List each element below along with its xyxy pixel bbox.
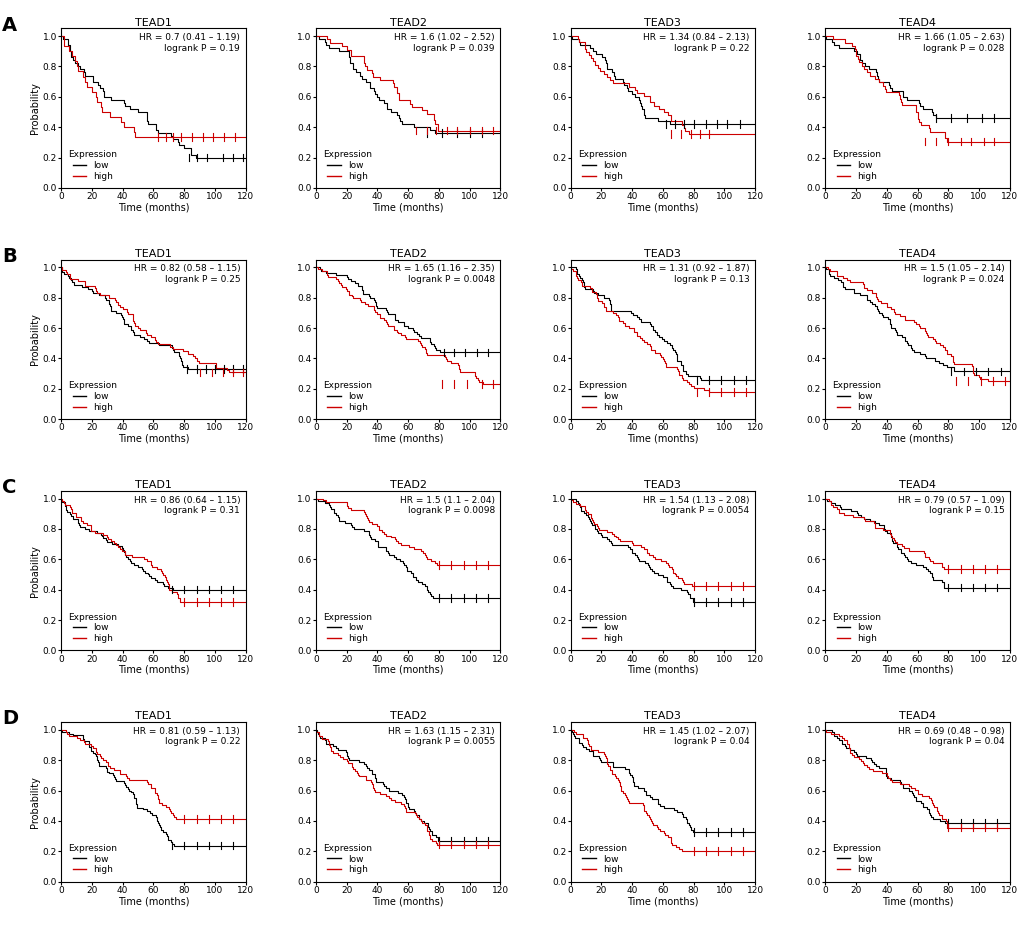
Legend: low, high: low, high	[65, 841, 120, 877]
X-axis label: Time (months): Time (months)	[372, 665, 443, 675]
Title: TEAD1: TEAD1	[135, 711, 172, 721]
X-axis label: Time (months): Time (months)	[880, 203, 953, 212]
X-axis label: Time (months): Time (months)	[372, 203, 443, 212]
Legend: low, high: low, high	[320, 610, 374, 646]
Title: TEAD4: TEAD4	[898, 18, 935, 27]
Title: TEAD3: TEAD3	[644, 711, 681, 721]
Title: TEAD4: TEAD4	[898, 249, 935, 259]
Text: HR = 0.69 (0.48 – 0.98)
logrank P = 0.04: HR = 0.69 (0.48 – 0.98) logrank P = 0.04	[897, 727, 1004, 746]
Y-axis label: Probability: Probability	[30, 82, 40, 134]
Title: TEAD1: TEAD1	[135, 480, 172, 490]
Text: HR = 0.82 (0.58 – 1.15)
logrank P = 0.25: HR = 0.82 (0.58 – 1.15) logrank P = 0.25	[133, 264, 240, 283]
Title: TEAD3: TEAD3	[644, 18, 681, 27]
Title: TEAD4: TEAD4	[898, 711, 935, 721]
Legend: low, high: low, high	[65, 610, 120, 646]
X-axis label: Time (months): Time (months)	[880, 896, 953, 906]
Text: A: A	[2, 16, 17, 35]
Text: HR = 1.45 (1.02 – 2.07)
logrank P = 0.04: HR = 1.45 (1.02 – 2.07) logrank P = 0.04	[643, 727, 749, 746]
X-axis label: Time (months): Time (months)	[627, 203, 698, 212]
Legend: low, high: low, high	[828, 610, 883, 646]
Legend: low, high: low, high	[575, 378, 629, 414]
Title: TEAD2: TEAD2	[389, 480, 426, 490]
Y-axis label: Probability: Probability	[30, 776, 40, 828]
X-axis label: Time (months): Time (months)	[117, 434, 190, 444]
X-axis label: Time (months): Time (months)	[880, 665, 953, 675]
Text: HR = 0.86 (0.64 – 1.15)
logrank P = 0.31: HR = 0.86 (0.64 – 1.15) logrank P = 0.31	[133, 496, 240, 515]
Text: HR = 1.5 (1.05 – 2.14)
logrank P = 0.024: HR = 1.5 (1.05 – 2.14) logrank P = 0.024	[903, 264, 1004, 283]
Text: HR = 1.5 (1.1 – 2.04)
logrank P = 0.0098: HR = 1.5 (1.1 – 2.04) logrank P = 0.0098	[399, 496, 494, 515]
Y-axis label: Probability: Probability	[30, 314, 40, 365]
X-axis label: Time (months): Time (months)	[627, 434, 698, 444]
Text: C: C	[2, 478, 16, 497]
Text: HR = 1.66 (1.05 – 2.63)
logrank P = 0.028: HR = 1.66 (1.05 – 2.63) logrank P = 0.02…	[897, 33, 1004, 53]
Text: HR = 1.54 (1.13 – 2.08)
logrank P = 0.0054: HR = 1.54 (1.13 – 2.08) logrank P = 0.00…	[642, 496, 749, 515]
X-axis label: Time (months): Time (months)	[372, 896, 443, 906]
Legend: low, high: low, high	[65, 378, 120, 414]
Legend: low, high: low, high	[575, 610, 629, 646]
Text: D: D	[2, 709, 18, 728]
Legend: low, high: low, high	[320, 378, 374, 414]
Legend: low, high: low, high	[320, 147, 374, 183]
Legend: low, high: low, high	[65, 147, 120, 183]
Legend: low, high: low, high	[575, 841, 629, 877]
Text: HR = 1.6 (1.02 – 2.52)
logrank P = 0.039: HR = 1.6 (1.02 – 2.52) logrank P = 0.039	[394, 33, 494, 53]
Title: TEAD3: TEAD3	[644, 249, 681, 259]
Legend: low, high: low, high	[828, 841, 883, 877]
Text: HR = 1.34 (0.84 – 2.13)
logrank P = 0.22: HR = 1.34 (0.84 – 2.13) logrank P = 0.22	[643, 33, 749, 53]
Title: TEAD4: TEAD4	[898, 480, 935, 490]
Text: HR = 0.81 (0.59 – 1.13)
logrank P = 0.22: HR = 0.81 (0.59 – 1.13) logrank P = 0.22	[133, 727, 240, 746]
Y-axis label: Probability: Probability	[30, 545, 40, 596]
Title: TEAD1: TEAD1	[135, 18, 172, 27]
Text: HR = 0.7 (0.41 – 1.19)
logrank P = 0.19: HR = 0.7 (0.41 – 1.19) logrank P = 0.19	[140, 33, 240, 53]
Title: TEAD3: TEAD3	[644, 480, 681, 490]
X-axis label: Time (months): Time (months)	[880, 434, 953, 444]
Text: HR = 1.63 (1.15 – 2.31)
logrank P = 0.0055: HR = 1.63 (1.15 – 2.31) logrank P = 0.00…	[388, 727, 494, 746]
Title: TEAD1: TEAD1	[135, 249, 172, 259]
Title: TEAD2: TEAD2	[389, 249, 426, 259]
Text: HR = 1.65 (1.16 – 2.35)
logrank P = 0.0048: HR = 1.65 (1.16 – 2.35) logrank P = 0.00…	[388, 264, 494, 283]
Legend: low, high: low, high	[575, 147, 629, 183]
Legend: low, high: low, high	[828, 378, 883, 414]
Text: HR = 1.31 (0.92 – 1.87)
logrank P = 0.13: HR = 1.31 (0.92 – 1.87) logrank P = 0.13	[642, 264, 749, 283]
X-axis label: Time (months): Time (months)	[117, 203, 190, 212]
Text: HR = 0.79 (0.57 – 1.09)
logrank P = 0.15: HR = 0.79 (0.57 – 1.09) logrank P = 0.15	[897, 496, 1004, 515]
X-axis label: Time (months): Time (months)	[372, 434, 443, 444]
X-axis label: Time (months): Time (months)	[627, 665, 698, 675]
X-axis label: Time (months): Time (months)	[117, 665, 190, 675]
Legend: low, high: low, high	[320, 841, 374, 877]
X-axis label: Time (months): Time (months)	[627, 896, 698, 906]
Text: B: B	[2, 246, 17, 266]
Title: TEAD2: TEAD2	[389, 18, 426, 27]
Title: TEAD2: TEAD2	[389, 711, 426, 721]
Legend: low, high: low, high	[828, 147, 883, 183]
X-axis label: Time (months): Time (months)	[117, 896, 190, 906]
